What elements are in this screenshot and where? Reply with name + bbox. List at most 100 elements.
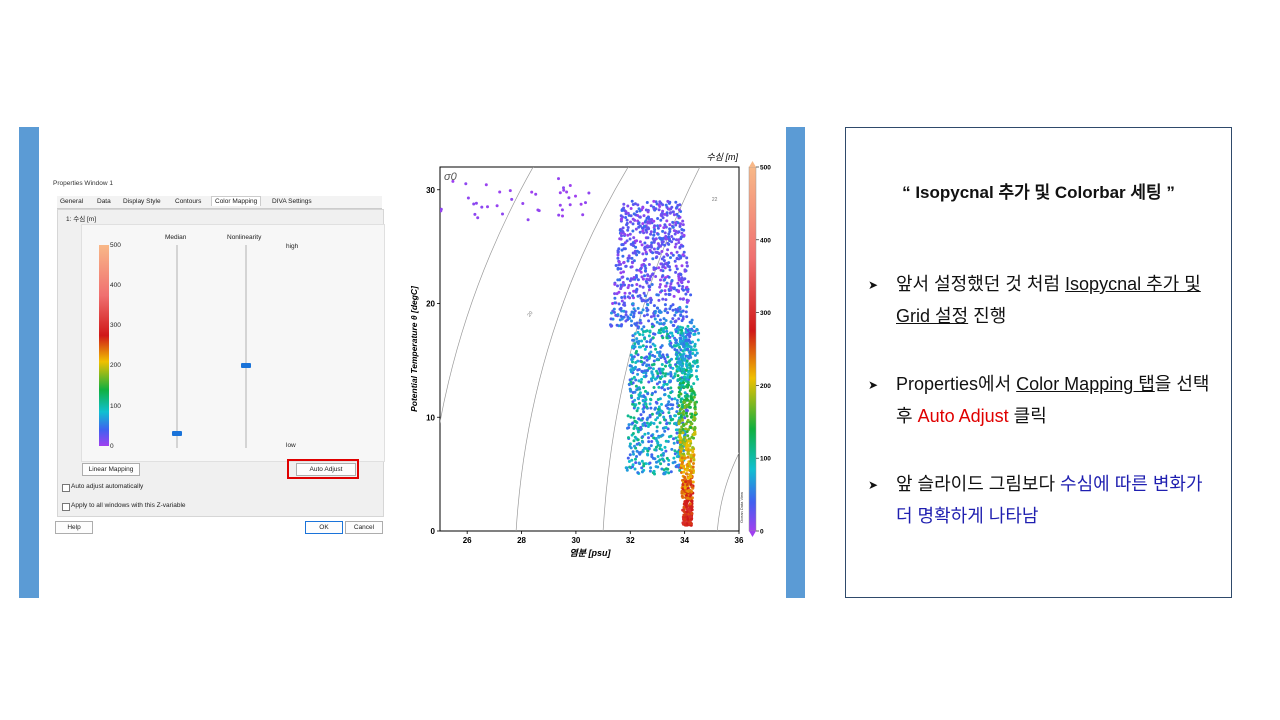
data-point xyxy=(642,291,646,295)
data-point xyxy=(644,374,648,378)
data-point xyxy=(663,357,667,361)
data-point xyxy=(686,290,690,294)
data-point xyxy=(620,296,624,299)
data-point xyxy=(661,216,665,220)
data-point xyxy=(623,291,627,295)
data-point xyxy=(663,429,667,433)
ok-button[interactable]: OK xyxy=(305,521,343,534)
data-point xyxy=(664,234,668,238)
data-point xyxy=(634,245,638,249)
apply-all-checkbox[interactable] xyxy=(62,503,70,511)
data-point xyxy=(669,372,673,376)
data-point xyxy=(652,359,656,363)
data-point xyxy=(616,253,620,257)
tab-general[interactable]: General xyxy=(60,198,84,205)
data-point xyxy=(645,277,649,281)
tab-display-style[interactable]: Display Style xyxy=(123,198,161,205)
data-point xyxy=(674,330,678,333)
data-point xyxy=(630,355,634,359)
data-point xyxy=(652,247,656,251)
data-point xyxy=(621,226,625,230)
tab-contours[interactable]: Contours xyxy=(175,198,202,205)
data-point xyxy=(668,230,672,233)
data-point xyxy=(687,443,691,447)
data-point xyxy=(666,241,670,245)
data-point xyxy=(690,412,694,416)
data-point xyxy=(636,471,640,475)
data-point xyxy=(625,468,629,472)
data-point xyxy=(631,360,634,364)
data-point xyxy=(644,389,647,393)
window-title: Properties Window 1 xyxy=(53,180,113,187)
data-point xyxy=(652,304,656,308)
data-point xyxy=(678,468,682,472)
data-point xyxy=(692,395,696,399)
data-point xyxy=(685,414,689,418)
data-point xyxy=(675,455,679,458)
auto-adjust-checkbox[interactable] xyxy=(62,484,70,492)
auto-adjust-button[interactable]: Auto Adjust xyxy=(296,463,356,476)
tab-diva-settings[interactable]: DIVA Settings xyxy=(272,198,312,205)
data-point xyxy=(687,462,691,466)
data-point xyxy=(682,233,686,237)
data-point xyxy=(648,329,652,333)
data-point xyxy=(466,196,470,200)
bullet-2-mid: 을 선택 후 xyxy=(896,374,1210,426)
data-point xyxy=(676,441,680,444)
nonlinearity-slider-thumb[interactable] xyxy=(241,363,251,369)
data-point xyxy=(685,348,689,351)
colorbar xyxy=(748,166,757,532)
data-point xyxy=(656,247,660,251)
data-point xyxy=(656,441,660,445)
data-point xyxy=(627,254,631,258)
tab-data[interactable]: Data xyxy=(97,198,111,205)
data-point xyxy=(689,448,693,452)
data-point xyxy=(625,221,629,225)
tab-color-mapping[interactable]: Color Mapping xyxy=(211,196,262,206)
cancel-button[interactable]: Cancel xyxy=(345,521,383,534)
data-point xyxy=(693,407,697,411)
data-point xyxy=(630,324,633,327)
data-point xyxy=(683,277,687,281)
data-point xyxy=(646,452,649,456)
data-point xyxy=(662,317,666,321)
data-point xyxy=(662,255,666,259)
data-point xyxy=(640,327,644,331)
data-point xyxy=(681,244,685,248)
data-point xyxy=(684,480,688,484)
data-point xyxy=(646,208,650,212)
data-point xyxy=(667,201,671,205)
data-point xyxy=(641,417,645,420)
data-point xyxy=(568,184,572,187)
data-point xyxy=(637,221,641,225)
linear-mapping-button[interactable]: Linear Mapping xyxy=(82,463,140,476)
data-point xyxy=(633,404,637,408)
data-point xyxy=(667,407,671,411)
data-point xyxy=(677,365,681,369)
data-point xyxy=(668,414,672,418)
bullet-1-text: 앞서 설정했던 것 처럼 xyxy=(896,274,1066,294)
median-slider-track[interactable] xyxy=(176,245,178,448)
data-point xyxy=(677,317,681,321)
data-point xyxy=(560,208,564,212)
data-point xyxy=(660,213,664,217)
data-point xyxy=(648,277,652,281)
data-point xyxy=(660,289,664,293)
data-point xyxy=(658,354,662,358)
data-point xyxy=(694,348,698,352)
data-point xyxy=(624,210,628,214)
median-slider-thumb[interactable] xyxy=(172,430,182,436)
auto-adjust-highlight-box xyxy=(287,459,359,479)
data-point xyxy=(643,269,647,273)
data-point xyxy=(634,351,638,355)
data-point xyxy=(671,366,675,370)
box-title: “ Isopycnal 추가 및 Colorbar 세팅 ” xyxy=(902,183,1175,202)
data-point xyxy=(660,363,664,366)
data-point xyxy=(631,402,635,406)
data-point xyxy=(628,465,632,469)
help-button[interactable]: Help xyxy=(55,521,93,534)
data-point xyxy=(684,368,688,372)
data-point xyxy=(656,217,660,220)
data-point xyxy=(655,460,658,464)
nonlinearity-slider-track[interactable] xyxy=(245,245,247,448)
